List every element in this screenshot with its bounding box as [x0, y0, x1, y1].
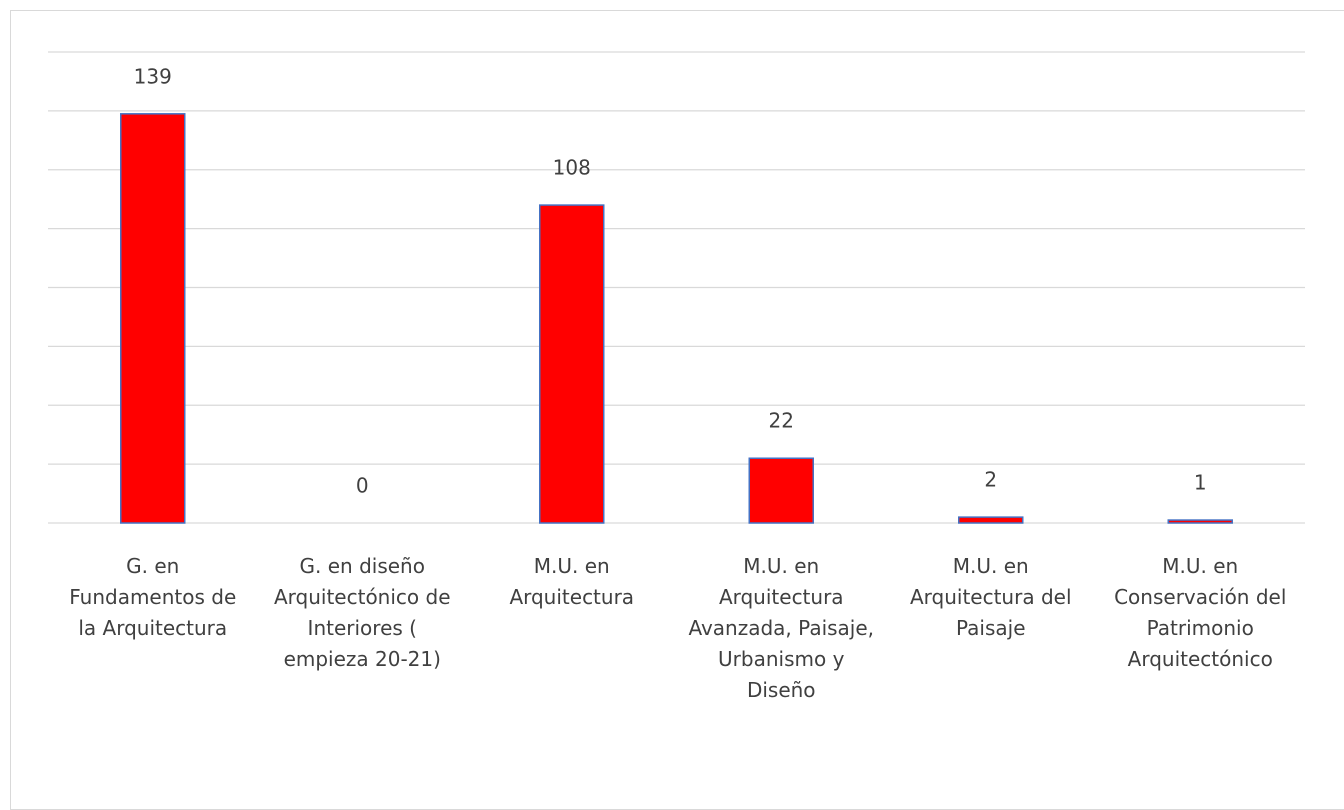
bar [1167, 519, 1233, 524]
data-label: 2 [984, 468, 997, 492]
bar [958, 516, 1024, 524]
data-label: 1 [1194, 471, 1207, 495]
x-tick-label: G. en diseño Arquitectónico de Interiore… [273, 554, 451, 671]
x-tick-label: M.U. en Arquitectura del Paisaje [909, 554, 1072, 640]
x-tick-label: M.U. en Conservación del Patrimonio Arqu… [1114, 554, 1287, 671]
bar [120, 113, 186, 524]
data-label: 108 [553, 156, 591, 180]
x-tick-label: G. en Fundamentos de la Arquitectura [69, 554, 237, 640]
data-label: 22 [769, 409, 794, 433]
x-tick-label: M.U. en Arquitectura [509, 554, 635, 609]
bar [539, 204, 605, 524]
x-tick-label: M.U. en Arquitectura Avanzada, Paisaje, … [688, 554, 875, 702]
data-label: 139 [134, 64, 172, 88]
bar [748, 457, 814, 524]
data-label: 0 [356, 474, 369, 498]
